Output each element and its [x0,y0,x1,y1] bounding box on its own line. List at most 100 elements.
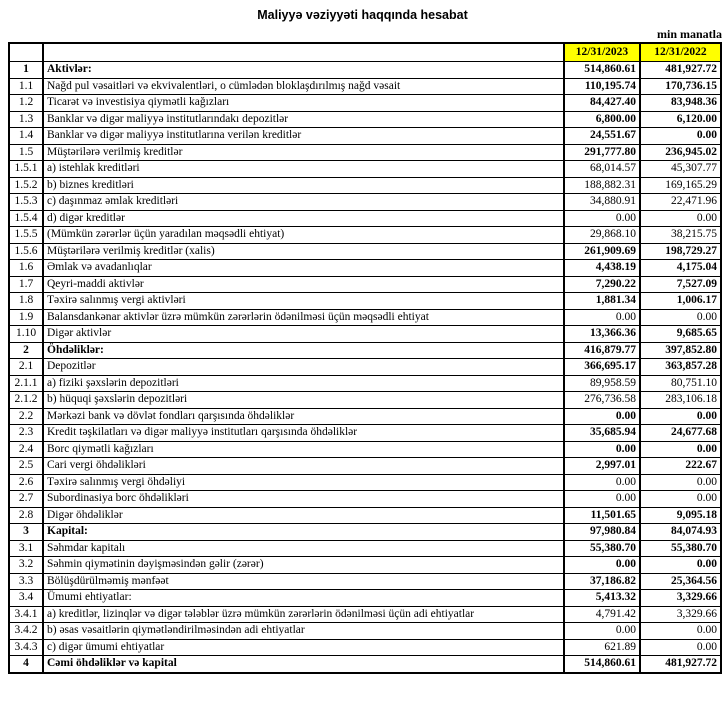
table-row: 1.7 Qeyri-maddi aktivlər 7,290.22 7,527.… [8,275,722,293]
row-value-2022: 55,380.70 [639,539,722,557]
row-number: 4 [8,655,44,673]
row-label: d) digər kreditlər [42,209,565,227]
row-value-2022: 38,215.75 [639,226,722,244]
row-label: Cəmi öhdəliklər və kapital [42,655,565,673]
row-label: c) digər ümumi ehtiyatlar [42,638,565,656]
table-row: 2.7 Subordinasiya borc öhdəlikləri 0.00 … [8,490,722,508]
row-value-2022: 9,685.65 [639,325,722,343]
row-label: Ticarət və investisiya qiymətli kağızlar… [42,94,565,112]
row-value-2023: 5,413.32 [563,589,641,607]
row-label: b) hüquqi şəxslərin depozitləri [42,391,565,409]
row-number: 2.6 [8,473,44,491]
row-value-2023: 7,290.22 [563,275,641,293]
table-row: 1.9 Balansdankənar aktivlər üzrə mümkün … [8,308,722,326]
row-value-2022: 170,736.15 [639,77,722,95]
row-value-2022: 283,106.18 [639,391,722,409]
row-number: 1.5.1 [8,160,44,178]
row-value-2022: 481,927.72 [639,655,722,673]
row-number: 3.4 [8,589,44,607]
row-value-2022: 22,471.96 [639,193,722,211]
row-label: Müştərilərə verilmiş kreditlər [42,143,565,161]
row-label: b) əsas vəsaitlərin qiymətləndirilməsind… [42,622,565,640]
row-label: Cari vergi öhdəlikləri [42,457,565,475]
row-value-2022: 45,307.77 [639,160,722,178]
row-label: Balansdankənar aktivlər üzrə mümkün zərə… [42,308,565,326]
row-value-2022: 0.00 [639,127,722,145]
table-row: 1.5.5 (Mümkün zərərlər üçün yaradılan mə… [8,226,722,244]
row-label: Ümumi ehtiyatlar: [42,589,565,607]
header-number-cell [8,42,44,62]
row-number: 1.5.5 [8,226,44,244]
row-value-2023: 34,880.91 [563,193,641,211]
row-value-2023: 97,980.84 [563,523,641,541]
row-number: 3.3 [8,572,44,590]
table-row: 3.2 Səhmin qiymətinin dəyişməsindən gəli… [8,556,722,574]
table-body: 1 Aktivlər: 514,860.61 481,927.72 1.1 Na… [8,61,722,673]
row-number: 1.6 [8,259,44,277]
table-row: 2.1.1 a) fiziki şəxslərin depozitləri 89… [8,374,722,392]
financial-position-table: 12/31/2023 12/31/2022 1 Aktivlər: 514,86… [8,42,722,674]
row-value-2023: 291,777.80 [563,143,641,161]
row-number: 2.3 [8,424,44,442]
row-number: 3.4.2 [8,622,44,640]
table-row: 1.5 Müştərilərə verilmiş kreditlər 291,7… [8,143,722,161]
table-row: 1.2 Ticarət və investisiya qiymətli kağı… [8,94,722,112]
table-row: 2.2 Mərkəzi bank və dövlət fondları qarş… [8,407,722,425]
table-row: 2 Öhdəliklər: 416,879.77 397,852.80 [8,341,722,359]
row-number: 1.8 [8,292,44,310]
row-value-2022: 3,329.66 [639,605,722,623]
row-label: Kapital: [42,523,565,541]
table-row: 1.5.2 b) biznes kreditləri 188,882.31 16… [8,176,722,194]
unit-note: min manatla [656,27,722,41]
table-row: 1.4 Banklar və digər maliyyə institutlar… [8,127,722,145]
row-value-2022: 84,074.93 [639,523,722,541]
row-value-2023: 0.00 [563,440,641,458]
row-number: 3.2 [8,556,44,574]
row-value-2022: 0.00 [639,473,722,491]
row-value-2022: 169,165.29 [639,176,722,194]
row-value-2022: 222.67 [639,457,722,475]
row-label: Mərkəzi bank və dövlət fondları qarşısın… [42,407,565,425]
row-label: Səhmdar kapitalı [42,539,565,557]
row-value-2022: 198,729.27 [639,242,722,260]
row-number: 2.7 [8,490,44,508]
row-label: Öhdəliklər: [42,341,565,359]
row-label: Digər aktivlər [42,325,565,343]
row-value-2022: 0.00 [639,407,722,425]
row-value-2022: 25,364.56 [639,572,722,590]
row-value-2022: 0.00 [639,440,722,458]
row-label: Banklar və digər maliyyə institutlarında… [42,110,565,128]
row-value-2022: 80,751.10 [639,374,722,392]
row-value-2023: 37,186.82 [563,572,641,590]
row-number: 1.4 [8,127,44,145]
row-number: 3.4.3 [8,638,44,656]
row-label: a) kreditlər, lizinqlər və digər tələblə… [42,605,565,623]
row-value-2022: 481,927.72 [639,61,722,79]
row-value-2022: 7,527.09 [639,275,722,293]
table-row: 2.1 Depozitlər 366,695.17 363,857.28 [8,358,722,376]
row-value-2022: 0.00 [639,209,722,227]
row-label: Borc qiymətli kağızları [42,440,565,458]
row-number: 2 [8,341,44,359]
row-value-2023: 29,868.10 [563,226,641,244]
row-value-2023: 13,366.36 [563,325,641,343]
row-label: a) fiziki şəxslərin depozitləri [42,374,565,392]
table-row: 1.1 Nağd pul vəsaitləri və ekvivalentlər… [8,77,722,95]
table-row: 3.3 Bölüşdürülməmiş mənfəət 37,186.82 25… [8,572,722,590]
row-number: 1.5.3 [8,193,44,211]
row-number: 1.2 [8,94,44,112]
row-value-2023: 84,427.40 [563,94,641,112]
row-value-2023: 0.00 [563,556,641,574]
row-value-2023: 276,736.58 [563,391,641,409]
row-value-2023: 261,909.69 [563,242,641,260]
row-label: (Mümkün zərərlər üçün yaradılan məqsədli… [42,226,565,244]
row-number: 1.5.6 [8,242,44,260]
row-value-2022: 83,948.36 [639,94,722,112]
row-number: 2.1.2 [8,391,44,409]
table-row: 3.1 Səhmdar kapitalı 55,380.70 55,380.70 [8,539,722,557]
table-row: 1.5.4 d) digər kreditlər 0.00 0.00 [8,209,722,227]
table-row: 2.6 Təxirə salınmış vergi öhdəliyi 0.00 … [8,473,722,491]
row-value-2022: 397,852.80 [639,341,722,359]
row-number: 2.1.1 [8,374,44,392]
row-value-2023: 24,551.67 [563,127,641,145]
